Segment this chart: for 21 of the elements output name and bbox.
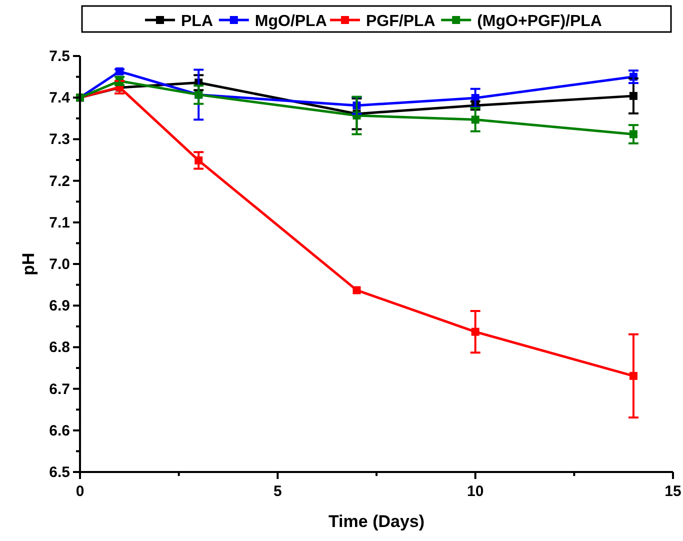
y-tick-label: 7.1 [49, 214, 70, 232]
x-axis-title: Time (Days) [328, 512, 425, 531]
legend-label: PGF/PLA [366, 13, 436, 30]
y-tick-label: 6.6 [49, 422, 70, 440]
y-tick-label: 7.3 [49, 131, 70, 148]
x-tick-label: 15 [664, 483, 682, 500]
y-tick-label: 7.2 [49, 172, 70, 190]
y-tick-label: 7.0 [49, 256, 70, 273]
y-tick-label: 7.4 [49, 90, 71, 107]
legend-label: PLA [181, 13, 214, 30]
y-tick-label: 6.7 [49, 380, 70, 398]
y-axis-title: pH [19, 252, 38, 276]
y-tick-label: 6.8 [49, 339, 70, 356]
x-tick-label: 0 [76, 483, 84, 500]
x-tick-label: 5 [273, 483, 282, 500]
y-tick-label: 7.5 [49, 48, 70, 65]
y-tick-label: 6.5 [49, 464, 70, 481]
legend-label: (MgO+PGF)/PLA [477, 13, 602, 30]
y-tick-label: 6.9 [49, 298, 70, 315]
legend-label: MgO/PLA [254, 13, 328, 30]
x-tick-label: 10 [466, 483, 484, 500]
